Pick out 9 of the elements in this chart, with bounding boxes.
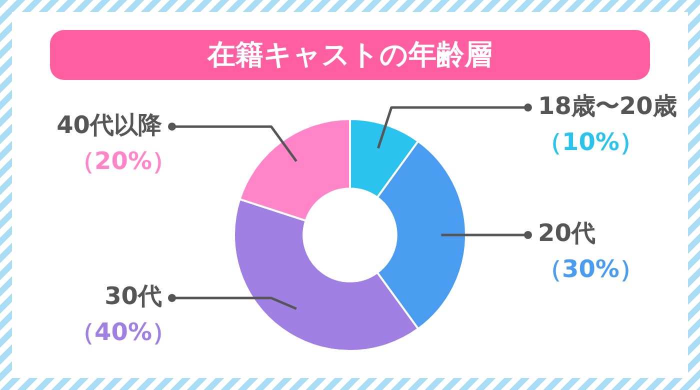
slice-label: 20代 [538, 219, 596, 248]
data-label: （40%） [70, 318, 176, 346]
slice-label: 40代以降 [56, 110, 163, 139]
chart-title: 在籍キャストの年齢層 [50, 30, 650, 80]
slice-label: 18歳〜20歳 [538, 92, 677, 120]
slice-label: 30代 [104, 282, 162, 310]
data-label: （20%） [70, 146, 176, 175]
data-label: （10%） [538, 128, 644, 156]
data-label: （30%） [538, 255, 644, 284]
